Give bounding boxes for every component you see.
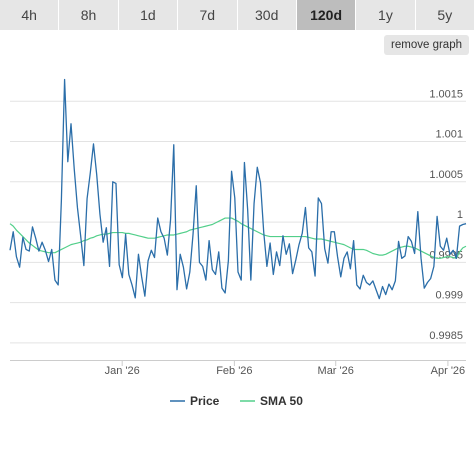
tab-1y[interactable]: 1y: [356, 0, 416, 30]
y-tick-label: 0.999: [435, 290, 463, 302]
sma-50-series-line: [9, 217, 467, 259]
chart-grid: [10, 100, 466, 344]
legend-item-label[interactable]: SMA 50: [260, 394, 303, 408]
tab-5y[interactable]: 5y: [437, 7, 453, 23]
chart-legend: Price SMA 50: [170, 394, 303, 408]
tab-120d[interactable]: 120d: [296, 0, 357, 30]
price-series-line: [9, 78, 467, 300]
y-tick-label: 0.9985: [429, 330, 463, 342]
legend-item-label[interactable]: Price: [190, 394, 220, 408]
chart-series: [9, 78, 467, 300]
tab-8h[interactable]: 8h: [59, 0, 119, 30]
remove-graph-button[interactable]: remove graph: [384, 35, 469, 55]
y-tick-label: 1.0005: [429, 169, 463, 181]
tab-4h[interactable]: 4h: [0, 0, 60, 30]
x-tick-label: Apr '26: [431, 365, 466, 377]
x-tick-label: Mar '26: [318, 365, 354, 377]
tab-30d[interactable]: 30d: [238, 0, 297, 30]
y-tick-label: 1.001: [435, 129, 463, 141]
y-tick-label: 1.0015: [429, 88, 463, 100]
y-tick-label: 1: [457, 209, 463, 221]
x-tick-label: Jan '26: [105, 365, 140, 377]
x-axis: Jan '26 Feb '26 Mar '26 Apr '26: [10, 360, 466, 377]
x-tick-label: Feb '26: [216, 365, 252, 377]
tab-1d[interactable]: 1d: [119, 0, 179, 30]
time-range-tabs: 4h 8h 1d 7d 30d 120d 1y 5y: [0, 0, 474, 30]
tab-7d[interactable]: 7d: [178, 0, 238, 30]
